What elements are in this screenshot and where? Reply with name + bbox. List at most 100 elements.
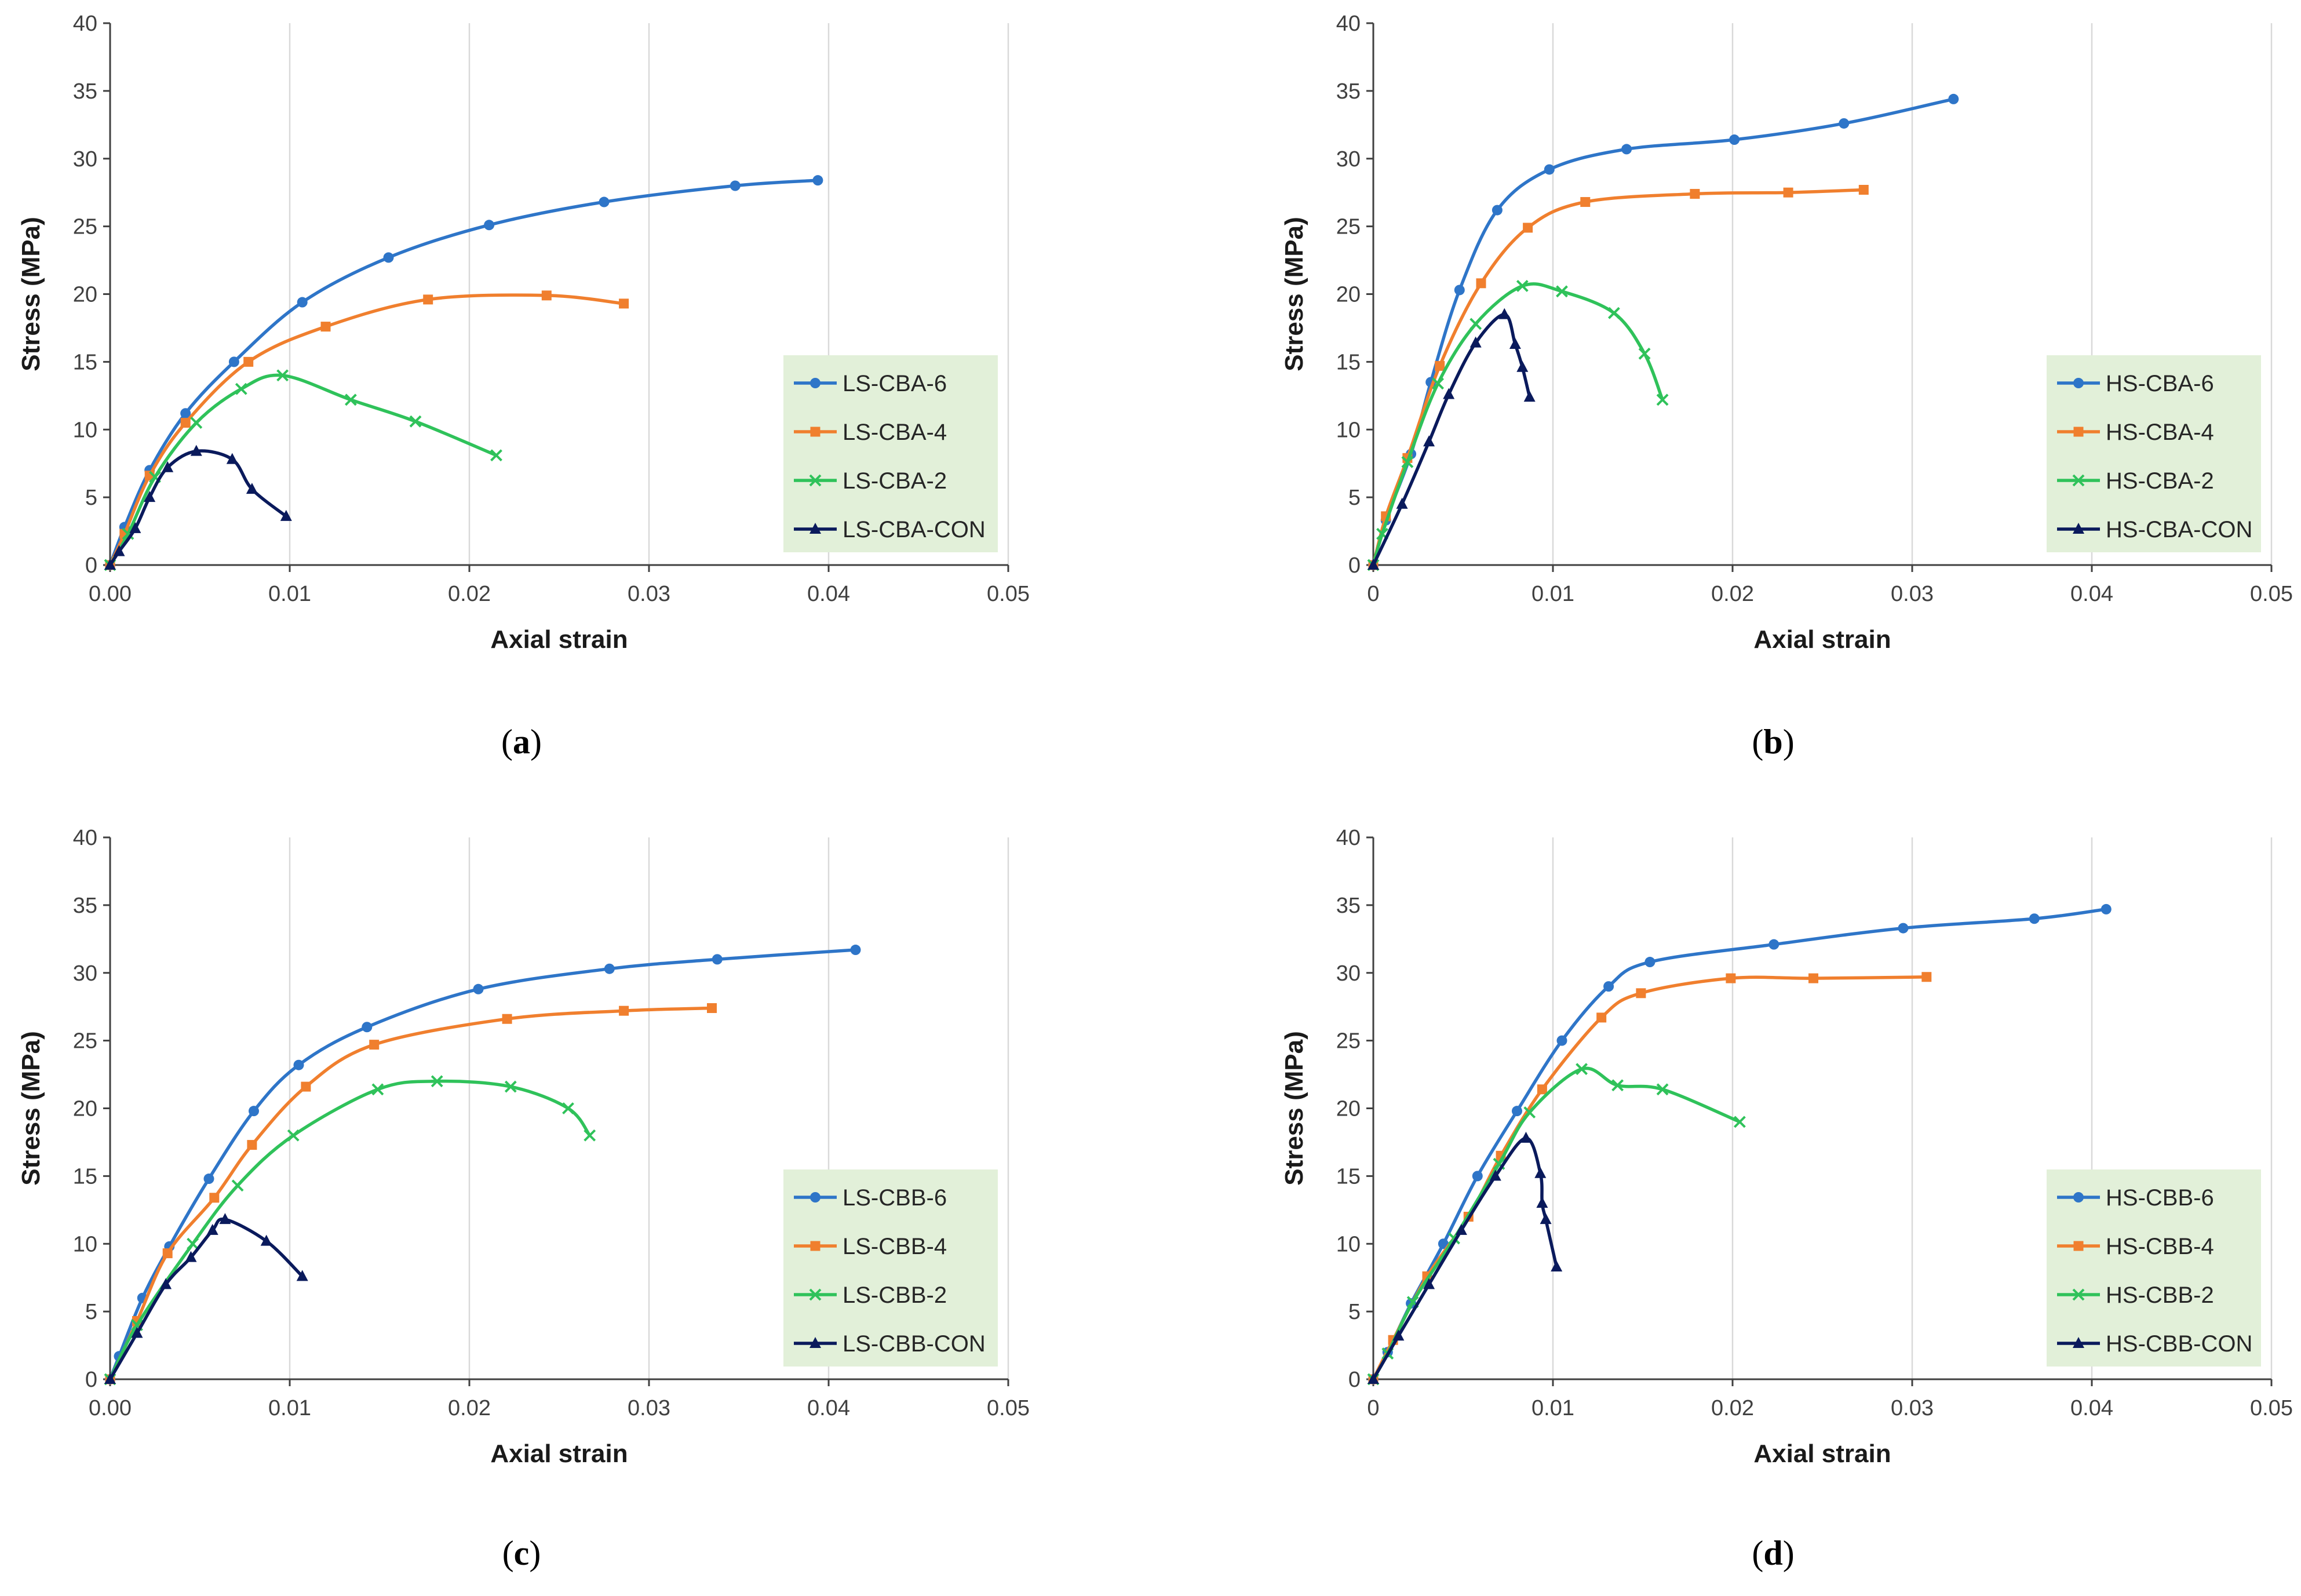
y-tick-label: 10 (73, 418, 97, 442)
x-tick-label: 0.04 (807, 1396, 850, 1420)
y-tick-label: 5 (1348, 1300, 1361, 1324)
x-tick-label: 0.02 (448, 1396, 491, 1420)
series-line (108, 1006, 714, 1381)
y-tick-label: 10 (1336, 1232, 1361, 1256)
panel-caption: (d) (1752, 1534, 1794, 1572)
data-point (1432, 377, 1445, 390)
series-line (1372, 908, 2108, 1381)
data-point (1472, 1171, 1483, 1182)
y-axis-title: Stress (MPa) (17, 1031, 45, 1186)
data-point (296, 1270, 308, 1281)
panel-caption-letter: a (513, 723, 530, 761)
y-axis-title: Stress (MPa) (1280, 217, 1308, 371)
data-point (276, 369, 289, 382)
data-point (1603, 981, 1614, 992)
data-point (730, 180, 741, 191)
data-point (301, 1081, 311, 1092)
data-point (1729, 134, 1740, 145)
data-point (1443, 388, 1455, 399)
chart-panel-b: 0 5 10 15 20 25 30 35 40 0 0.01 0.02 0.03 0.04 0.05 Axi… (1280, 12, 2293, 761)
legend: HS-CBB-6 HS-CBB-4 HS-CBB-2 HS-CBB-CON (2047, 1169, 2261, 1367)
data-point (1368, 559, 1379, 570)
data-point (1858, 185, 1869, 195)
series-LS-CBA-2 (104, 369, 502, 571)
data-point (409, 415, 422, 428)
data-point (604, 963, 615, 974)
x-axis-title: Axial strain (1753, 625, 1891, 654)
x-tick-label: 0.03 (1891, 1396, 1934, 1420)
y-tick-label: 25 (73, 215, 97, 239)
x-tick-label: 0.01 (268, 1396, 311, 1420)
data-point (1401, 456, 1414, 468)
data-point (431, 1075, 443, 1088)
data-point (1392, 1329, 1405, 1341)
data-point (1534, 1167, 1547, 1178)
y-tick-label: 35 (73, 79, 97, 104)
y-tick-label: 25 (1336, 1029, 1361, 1054)
data-point (1509, 337, 1521, 349)
data-point (1516, 280, 1529, 292)
data-point (206, 1223, 218, 1235)
legend-background (783, 355, 998, 552)
series-LS-CBA-CON (104, 444, 292, 570)
data-point (1556, 285, 1568, 298)
data-point (1492, 205, 1503, 216)
series-line (1372, 282, 1664, 567)
data-point (1523, 391, 1536, 402)
x-tick-label: 0.03 (628, 582, 670, 606)
legend-label: LS-CBA-4 (843, 420, 947, 445)
series-LS-CBB-4 (105, 1003, 717, 1384)
x-tick-label: 0.04 (2070, 1396, 2113, 1420)
data-point (1544, 164, 1555, 175)
data-point (1621, 144, 1632, 155)
data-point (1898, 923, 1909, 934)
x-tick-label: 0.02 (1711, 582, 1754, 606)
x-tick-label: 0 (1367, 582, 1379, 606)
y-tick-label: 40 (1336, 826, 1361, 850)
data-point (260, 1234, 272, 1246)
series-line (1372, 312, 1531, 567)
data-point (104, 1373, 116, 1384)
data-point (144, 491, 156, 502)
series-LS-CBA-4 (105, 290, 629, 570)
legend-label: HS-CBA-4 (2106, 420, 2214, 445)
data-point (297, 297, 308, 308)
legend-marker (809, 1337, 821, 1348)
legend-label: LS-CBA-2 (843, 468, 947, 494)
data-point (1948, 93, 1959, 104)
data-point (131, 1327, 143, 1338)
series-line (1372, 1066, 1742, 1381)
legend-label: HS-CBA-6 (2106, 371, 2214, 396)
data-point (1580, 197, 1591, 207)
y-tick-label: 5 (1348, 486, 1361, 510)
legend-label: HS-CBA-CON (2106, 517, 2252, 542)
series-HS-CBA-6 (1368, 93, 1959, 570)
legend: HS-CBA-6 HS-CBA-4 HS-CBA-2 HS-CBA-CON (2047, 355, 2261, 552)
data-point (1520, 1131, 1532, 1143)
data-point (1423, 1278, 1435, 1289)
data-point (1396, 497, 1408, 509)
data-point (293, 1059, 304, 1070)
series-line (1372, 975, 1928, 1381)
y-tick-label: 20 (73, 1097, 97, 1121)
data-point (228, 356, 239, 367)
data-point (584, 1129, 596, 1142)
data-point (1489, 1169, 1501, 1181)
data-point (246, 483, 258, 494)
legend-label: LS-CBB-6 (843, 1185, 947, 1211)
data-point (287, 1129, 300, 1142)
data-point (369, 1040, 380, 1050)
legend-marker (2072, 474, 2085, 487)
data-point (1523, 223, 1533, 233)
series-LS-CBA-6 (105, 175, 823, 570)
y-tick-label: 20 (73, 283, 97, 307)
data-point (1516, 360, 1529, 372)
data-point (383, 252, 394, 263)
x-tick-label: 0.01 (1531, 582, 1574, 606)
series-line (1372, 188, 1866, 567)
data-point (1368, 1373, 1379, 1384)
legend-marker (2072, 1288, 2085, 1301)
data-point (1540, 1213, 1552, 1225)
x-axis-title: Axial strain (490, 625, 628, 654)
